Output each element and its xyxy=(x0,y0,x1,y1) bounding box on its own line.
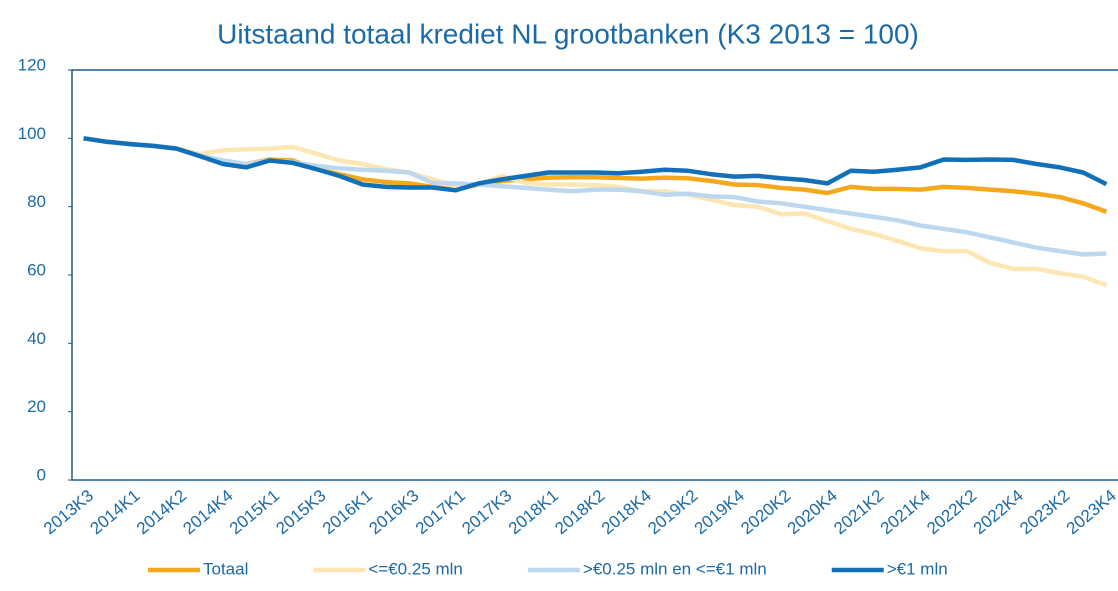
x-tick-label: 2018K2 xyxy=(551,486,608,538)
x-tick-label: 2013K3 xyxy=(40,486,97,538)
x-tick-label: 2018K1 xyxy=(505,486,562,538)
x-tick-label: 2022K4 xyxy=(970,486,1027,538)
x-tick-label: 2015K3 xyxy=(272,486,329,538)
x-tick-label: 2017K1 xyxy=(412,486,469,538)
x-tick-label: 2016K1 xyxy=(319,486,376,538)
x-tick-label: 2015K1 xyxy=(226,486,283,538)
x-tick-label: 2023K4 xyxy=(1063,486,1118,538)
x-tick-label: 2014K1 xyxy=(86,486,143,538)
y-tick-label: 0 xyxy=(37,465,46,484)
plot-area xyxy=(71,69,1118,481)
x-tick-label: 2018K4 xyxy=(598,486,655,538)
y-tick-label: 80 xyxy=(27,192,46,211)
chart-title: Uitstaand totaal krediet NL grootbanken … xyxy=(217,18,919,49)
y-tick-label: 40 xyxy=(27,329,46,348)
x-tick-label: 2020K4 xyxy=(784,486,841,538)
x-tick-label: 2019K4 xyxy=(691,486,748,538)
x-tick-label: 2014K2 xyxy=(133,486,190,538)
legend-label: Totaal xyxy=(203,559,248,578)
x-tick-label: 2014K4 xyxy=(179,486,236,538)
x-tick-label: 2023K2 xyxy=(1016,486,1073,538)
y-tick-label: 20 xyxy=(27,397,46,416)
x-tick-label: 2016K3 xyxy=(365,486,422,538)
y-tick-label: 120 xyxy=(18,55,46,74)
series-line xyxy=(83,136,1108,288)
legend-label: <=€0.25 mln xyxy=(368,559,463,578)
x-tick-label: 2019K2 xyxy=(644,486,701,538)
y-tick-label: 100 xyxy=(18,124,46,143)
x-tick-label: 2021K4 xyxy=(877,486,934,538)
series-line xyxy=(83,136,1108,193)
y-tick-label: 60 xyxy=(27,260,46,279)
series-line xyxy=(83,136,1107,257)
x-tick-label: 2017K3 xyxy=(458,486,515,538)
x-tick-label: 2020K2 xyxy=(737,486,794,538)
legend-label: >€1 mln xyxy=(887,559,948,578)
legend-label: >€0.25 mln en <=€1 mln xyxy=(583,559,767,578)
x-tick-label: 2022K2 xyxy=(923,486,980,538)
x-tick-label: 2021K2 xyxy=(830,486,887,538)
